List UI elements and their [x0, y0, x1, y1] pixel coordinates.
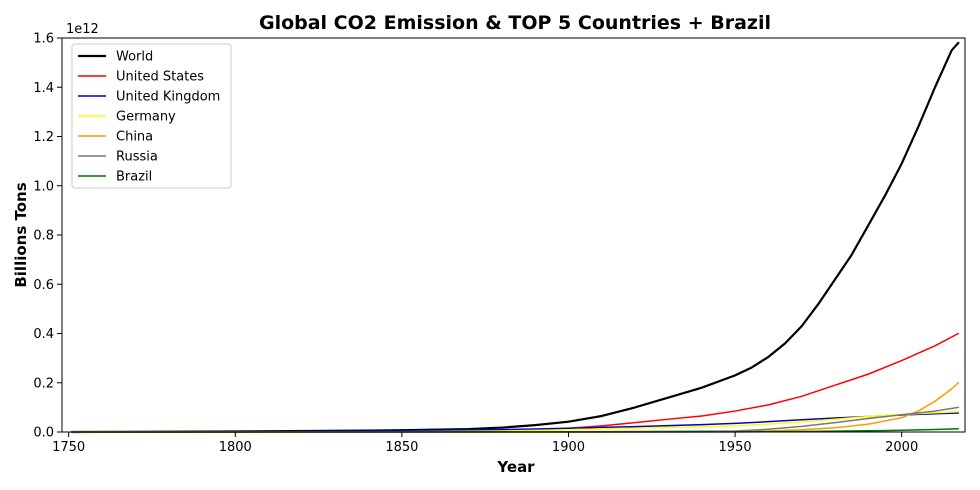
series-group: [70, 41, 960, 434]
y-tick-label: 1.4: [33, 81, 54, 96]
y-axis-label: Billions Tons: [12, 182, 30, 287]
x-tick-label: 1750: [52, 440, 85, 455]
series-line-world: [70, 41, 960, 434]
legend-label: Russia: [116, 150, 158, 165]
y-tick-label: 0.4: [33, 327, 54, 342]
x-tick-label: 1900: [552, 440, 585, 455]
legend-label: United States: [116, 70, 204, 85]
y-offset-label: 1e12: [66, 22, 99, 37]
x-tick-label: 1950: [719, 440, 752, 455]
legend-label: World: [116, 50, 153, 65]
x-axis-label: Year: [496, 458, 535, 476]
y-tick-label: 1.0: [33, 179, 54, 194]
y-tick-label: 0.0: [33, 426, 54, 441]
y-tick-label: 0.2: [33, 376, 54, 391]
axes-group: 1750 1800 1850 1900 1950 2000 0.0 0.2 0.4 0.6 0.8 1…: [33, 32, 966, 455]
x-tick-label: 1850: [385, 440, 418, 455]
x-tick-label: 2000: [885, 440, 918, 455]
legend: World United States United Kingdom Germany C…: [71, 43, 232, 189]
chart-title: Global CO2 Emission & TOP 5 Countries + …: [259, 12, 771, 34]
y-tick-label: 1.6: [33, 32, 54, 47]
y-tick-label: 1.2: [33, 130, 54, 145]
legend-label: China: [116, 130, 153, 145]
y-tick-label: 0.8: [33, 229, 54, 244]
legend-label: Germany: [116, 110, 176, 125]
legend-box: [71, 43, 232, 189]
x-tick-label: 1800: [219, 440, 252, 455]
legend-label: Brazil: [116, 170, 152, 185]
y-tick-label: 0.6: [33, 278, 54, 293]
legend-label: United Kingdom: [116, 90, 220, 105]
